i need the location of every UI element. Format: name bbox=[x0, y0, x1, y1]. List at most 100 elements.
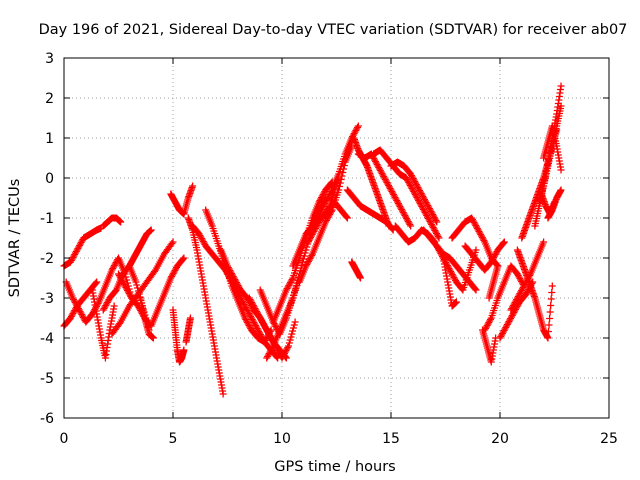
data-point bbox=[242, 316, 250, 323]
data-point bbox=[196, 232, 204, 239]
data-point bbox=[244, 320, 252, 328]
data-point bbox=[274, 347, 282, 354]
data-point bbox=[423, 200, 431, 208]
y-tick-label: -3 bbox=[40, 291, 54, 307]
data-point bbox=[557, 186, 565, 194]
data-point bbox=[519, 284, 527, 291]
data-point bbox=[375, 164, 383, 171]
data-point bbox=[374, 162, 382, 170]
data-point bbox=[416, 187, 424, 194]
data-point bbox=[403, 176, 411, 183]
data-point bbox=[403, 216, 411, 224]
data-point bbox=[247, 314, 255, 322]
data-point bbox=[280, 350, 288, 357]
data-point bbox=[67, 257, 75, 264]
data-point bbox=[475, 228, 483, 235]
data-point bbox=[376, 167, 384, 174]
data-point bbox=[387, 186, 395, 194]
data-point bbox=[498, 330, 506, 337]
data-point bbox=[450, 274, 458, 281]
data-point bbox=[283, 345, 291, 353]
data-point bbox=[384, 180, 392, 188]
data-point bbox=[78, 311, 86, 318]
data-point bbox=[335, 174, 343, 182]
data-point bbox=[497, 333, 505, 340]
data-point bbox=[406, 221, 414, 228]
data-point bbox=[411, 191, 419, 198]
data-point bbox=[518, 285, 526, 293]
data-point bbox=[263, 354, 271, 362]
data-point bbox=[500, 327, 508, 334]
data-point bbox=[515, 273, 523, 281]
data-point bbox=[451, 275, 459, 283]
data-point bbox=[261, 337, 269, 344]
data-point bbox=[419, 206, 427, 213]
data-point bbox=[423, 212, 431, 219]
data-point bbox=[260, 321, 268, 329]
data-point bbox=[508, 312, 516, 319]
data-point bbox=[449, 272, 457, 280]
data-point bbox=[306, 235, 314, 243]
data-point bbox=[304, 258, 312, 265]
data-point bbox=[407, 170, 415, 178]
data-point bbox=[430, 212, 438, 220]
data-point bbox=[480, 237, 488, 244]
data-point bbox=[315, 219, 323, 226]
data-point bbox=[415, 185, 423, 193]
data-point bbox=[507, 313, 515, 321]
series-t39 bbox=[481, 262, 528, 334]
data-point bbox=[479, 235, 487, 243]
y-tick-label: -4 bbox=[40, 331, 54, 347]
data-point bbox=[421, 196, 429, 203]
data-point bbox=[282, 286, 290, 294]
data-point bbox=[265, 350, 273, 357]
series-t47 bbox=[540, 122, 565, 174]
data-point bbox=[305, 237, 313, 244]
x-tick-label: 20 bbox=[491, 431, 509, 447]
data-point bbox=[103, 299, 111, 306]
data-point bbox=[472, 222, 480, 229]
series-t5 bbox=[88, 286, 118, 362]
y-tick-label: 0 bbox=[45, 171, 54, 187]
data-points bbox=[60, 82, 565, 398]
data-point bbox=[304, 259, 312, 267]
data-point bbox=[473, 225, 481, 232]
data-point bbox=[402, 174, 410, 182]
data-point bbox=[404, 218, 412, 225]
axis-ticks: 0 5 10 15 20 25 -6 -5 -4 -3 -2 -1 0 1 2 3 bbox=[40, 51, 618, 447]
data-point bbox=[243, 305, 251, 313]
series-t13 bbox=[167, 182, 197, 218]
data-point bbox=[428, 209, 436, 217]
data-point bbox=[70, 252, 78, 260]
data-point bbox=[68, 311, 76, 319]
data-point bbox=[279, 353, 287, 360]
data-point bbox=[302, 262, 310, 270]
data-point bbox=[458, 285, 466, 293]
data-point bbox=[291, 288, 299, 296]
data-point bbox=[546, 315, 554, 322]
data-point bbox=[428, 221, 436, 228]
data-point bbox=[381, 176, 389, 183]
data-point bbox=[425, 205, 433, 212]
x-tick-label: 15 bbox=[382, 431, 400, 447]
data-point bbox=[371, 156, 379, 164]
data-point bbox=[318, 206, 326, 213]
data-point bbox=[248, 299, 256, 306]
plot-frame bbox=[63, 57, 610, 419]
data-point bbox=[286, 279, 294, 286]
data-point bbox=[248, 316, 256, 323]
data-point bbox=[219, 390, 227, 398]
data-point bbox=[110, 262, 118, 269]
data-point bbox=[492, 249, 500, 257]
data-point bbox=[284, 344, 292, 351]
data-point bbox=[267, 347, 275, 354]
data-point bbox=[433, 242, 441, 250]
data-point bbox=[506, 316, 514, 324]
data-point bbox=[482, 323, 490, 331]
data-point bbox=[379, 171, 387, 179]
data-point bbox=[502, 324, 510, 331]
data-point bbox=[486, 317, 494, 325]
data-point bbox=[261, 338, 269, 346]
data-point bbox=[376, 165, 384, 173]
data-point bbox=[424, 213, 432, 221]
